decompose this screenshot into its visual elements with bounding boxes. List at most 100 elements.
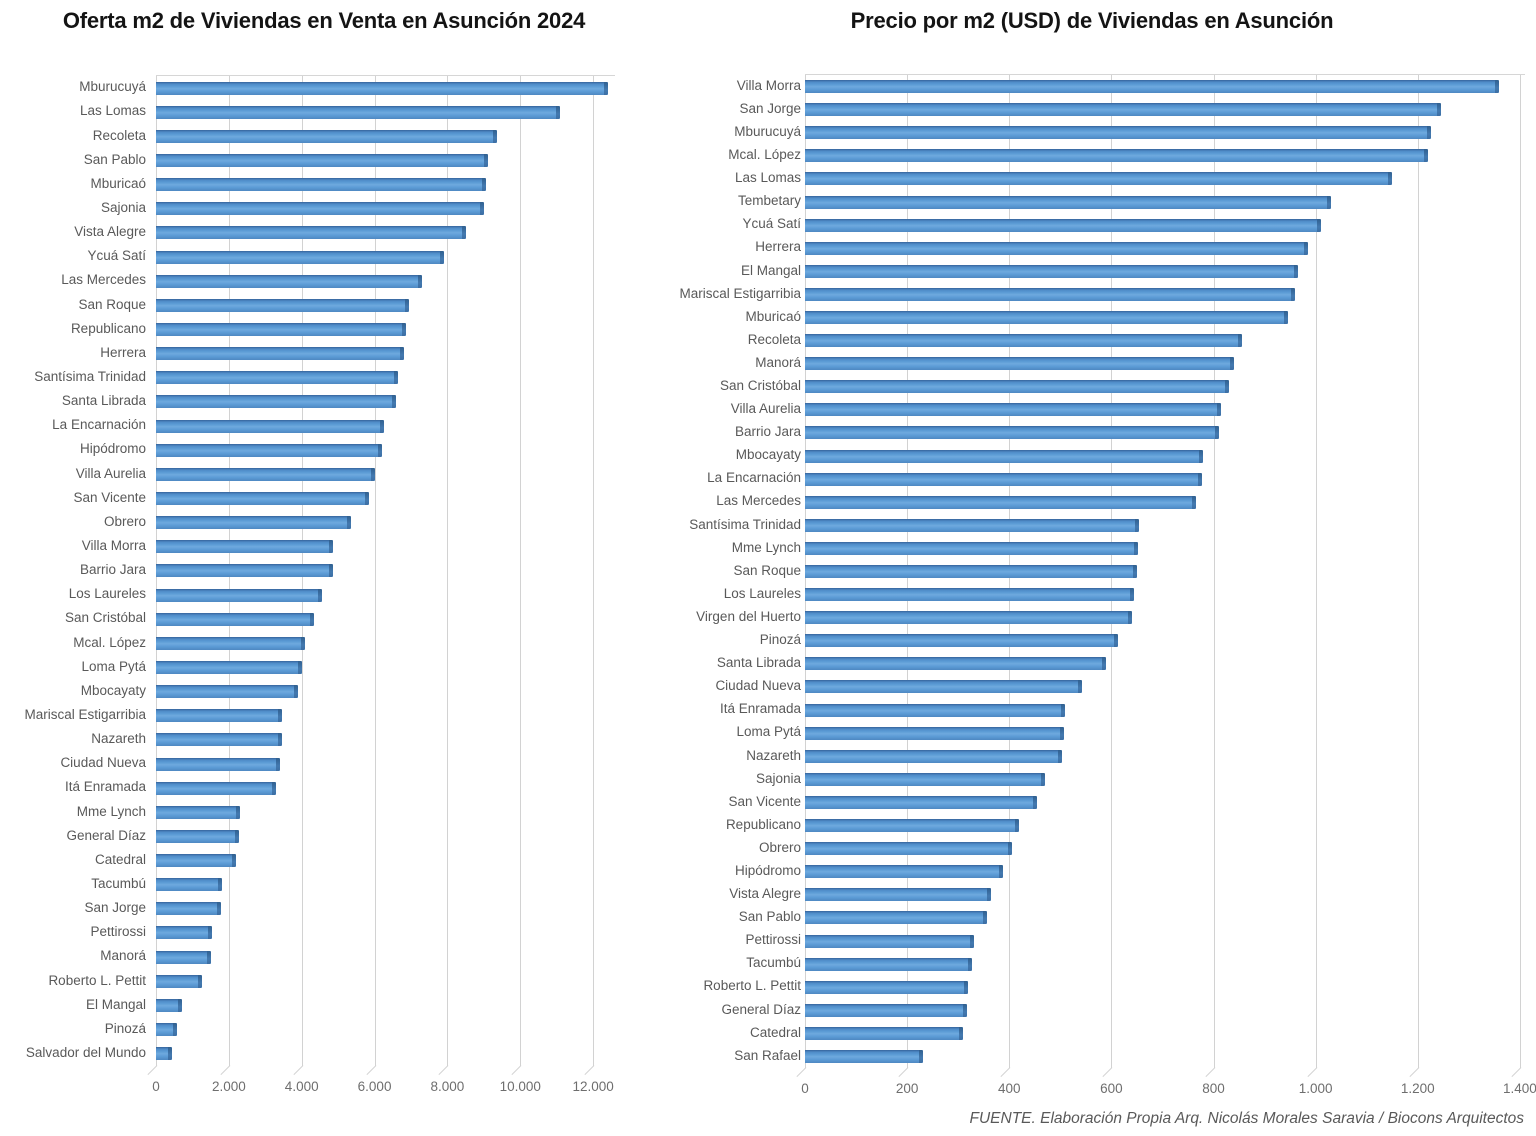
gridline <box>1519 75 1521 1068</box>
category-label: Vista Alegre <box>74 224 146 240</box>
bar <box>156 878 222 892</box>
category-label: San Rafael <box>734 1047 801 1063</box>
bar-row <box>156 76 615 100</box>
bar-row <box>805 491 1525 514</box>
bar <box>805 1049 924 1063</box>
category-label: Roberto L. Pettit <box>48 972 146 988</box>
bar-row <box>805 352 1525 375</box>
bar-row <box>805 722 1525 745</box>
bar-row <box>805 860 1525 883</box>
bar-row <box>805 167 1525 190</box>
bar <box>805 795 1038 809</box>
gridline <box>1213 75 1215 1068</box>
bar-row <box>156 559 615 583</box>
category-label: San Pablo <box>738 909 801 925</box>
bar <box>156 395 397 409</box>
bar-row <box>805 121 1525 144</box>
bar-row <box>156 245 615 269</box>
bar-row <box>156 969 615 993</box>
bar-row <box>805 699 1525 722</box>
bar <box>156 298 410 312</box>
bar-row <box>805 929 1525 952</box>
bar-row <box>805 768 1525 791</box>
bar <box>156 274 422 288</box>
bar-row <box>805 745 1525 768</box>
bar-row <box>805 190 1525 213</box>
bar-row <box>156 269 615 293</box>
bar-row <box>156 607 615 631</box>
category-label: Mcal. López <box>73 634 146 650</box>
bar-row <box>805 214 1525 237</box>
category-label: San Vicente <box>73 489 146 505</box>
category-label: Mburucuyá <box>734 123 801 139</box>
bar <box>805 634 1118 648</box>
category-label: Vista Alegre <box>729 886 801 902</box>
bar-row <box>156 1017 615 1041</box>
bar-row <box>156 366 615 390</box>
bar <box>156 902 221 916</box>
category-label: Ycuá Satí <box>87 248 146 264</box>
bar-row <box>805 537 1525 560</box>
category-label: Santísima Trinidad <box>689 516 801 532</box>
x-tick-label: 400 <box>997 1081 1021 1096</box>
category-label: Republicano <box>725 816 801 832</box>
category-label: Mme Lynch <box>76 803 146 819</box>
x-tick-label: 4.000 <box>284 1079 319 1094</box>
bar-row <box>805 306 1525 329</box>
bar-row <box>156 704 615 728</box>
category-label: Ciudad Nueva <box>60 755 146 771</box>
bar <box>805 865 1003 879</box>
category-label: Mburucuyá <box>79 79 146 95</box>
bar-row <box>805 583 1525 606</box>
bar <box>805 426 1219 440</box>
bar <box>156 540 333 554</box>
category-label: Loma Pytá <box>81 658 146 674</box>
category-label: Las Lomas <box>79 103 146 119</box>
bar <box>805 819 1020 833</box>
category-label: Republicano <box>70 320 146 336</box>
bar-row <box>156 631 615 655</box>
bar <box>805 541 1138 555</box>
bar <box>805 264 1298 278</box>
bar <box>156 950 212 964</box>
bar-row <box>805 283 1525 306</box>
category-label: Barrio Jara <box>79 562 146 578</box>
bar <box>805 310 1288 324</box>
bar-row <box>805 560 1525 583</box>
category-label: Sajonia <box>755 770 801 786</box>
bar-row <box>805 652 1525 675</box>
bar <box>805 195 1331 209</box>
category-label: Mburicaó <box>90 175 146 191</box>
bar <box>156 347 404 361</box>
x-tick-label: 0 <box>152 1079 160 1094</box>
category-label: Pettirossi <box>90 924 146 940</box>
bar-row <box>156 221 615 245</box>
bar-row <box>805 675 1525 698</box>
bar-row <box>156 873 615 897</box>
bar-row <box>156 173 615 197</box>
bar-row <box>805 629 1525 652</box>
category-label: San Jorge <box>84 900 146 916</box>
bar <box>805 403 1222 417</box>
category-label: San Jorge <box>739 100 801 116</box>
bar-row <box>805 237 1525 260</box>
bar <box>805 334 1242 348</box>
category-label: Santa Librada <box>716 655 801 671</box>
bar-row <box>156 486 615 510</box>
category-label: El Mangal <box>740 262 801 278</box>
source-caption: FUENTE. Elaboración Propia Arq. Nicolás … <box>969 1110 1525 1127</box>
category-label: Tacumbú <box>91 875 146 891</box>
bar-row <box>805 98 1525 121</box>
bar <box>156 805 240 819</box>
bar <box>805 172 1393 186</box>
gridline <box>593 76 595 1066</box>
bar <box>156 322 406 336</box>
category-label: Pinozá <box>759 632 801 648</box>
bar <box>156 153 488 167</box>
bar <box>156 733 282 747</box>
bar-row <box>805 329 1525 352</box>
category-label: Mbocayaty <box>735 447 801 463</box>
bar-row <box>156 897 615 921</box>
category-label: Sajonia <box>100 200 146 216</box>
plot-area: 0 2.000 4.000 6.000 8.000 10.000 12.000 <box>152 75 615 1094</box>
